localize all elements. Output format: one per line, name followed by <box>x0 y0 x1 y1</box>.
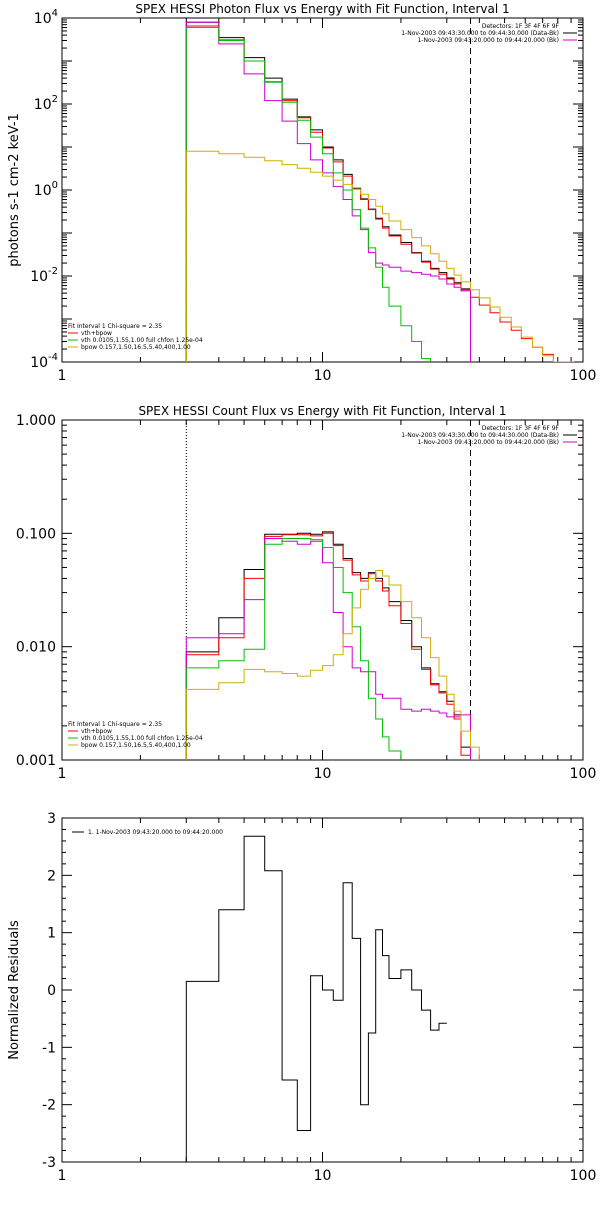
series-line-3 <box>185 538 402 760</box>
legend-top-entry: 1. 1-Nov-2003 09:43:20.000 to 09:44:20.0… <box>88 829 223 836</box>
series-line-2 <box>185 21 471 362</box>
y-axis-label: Normalized Residuals <box>7 920 22 1060</box>
y-tick-label: -2 <box>42 1098 56 1114</box>
x-tick-label: 10 <box>314 1168 332 1184</box>
y-tick-label: 10-2 <box>30 266 58 285</box>
legend-top-entry: 1-Nov-2003 09:43:20.000 to 09:44:20.000 … <box>417 37 559 44</box>
x-tick-label: 100 <box>570 766 597 782</box>
fit-legend-header: Fit Interval 1 Chi-square = 2.35 <box>68 721 162 728</box>
x-tick-label: 100 <box>570 368 597 384</box>
y-tick-label: 102 <box>34 94 58 113</box>
y-tick-label: 1 <box>47 926 56 942</box>
y-tick-label: 0 <box>47 983 56 999</box>
y-tick-label: -3 <box>42 1155 56 1171</box>
legend-top-entry: Detectors: 1F 3F 4F 6F 9F <box>482 425 560 432</box>
chart-title: SPEX HESSI Photon Flux vs Energy with Fi… <box>135 2 509 16</box>
y-tick-label: 1.000 <box>16 413 56 429</box>
fit-legend-entry: vth 0.0105,1.55,1.00 full chfon 1.25e-04 <box>81 735 203 742</box>
x-tick-label: 10 <box>314 766 332 782</box>
series-line-3 <box>185 27 432 362</box>
y-tick-label: 100 <box>34 180 58 199</box>
y-tick-label: 0.100 <box>16 526 56 542</box>
series-line-0 <box>185 531 471 760</box>
legend-top-entry: 1-Nov-2003 09:43:30.000 to 09:44:30.000 … <box>401 432 559 439</box>
y-tick-label: 2 <box>47 868 56 884</box>
plot-frame <box>61 17 584 363</box>
fit-legend-entry: vth 0.0105,1.55,1.00 full chfon 1.25e-04 <box>81 337 203 344</box>
y-axis-label: photons s-1 cm-2 keV-1 <box>7 113 22 267</box>
panel-3: 1 10 100 -3 -2 -1 0 1 2 3 Normalized Residuals 1. 1… <box>7 811 596 1184</box>
series-line-0 <box>185 835 447 1162</box>
y-tick-label: 0.010 <box>16 640 56 656</box>
series-line-4 <box>185 150 575 362</box>
fit-legend-entry: vth+bpow <box>81 330 112 337</box>
x-tick-label: 1 <box>58 368 67 384</box>
x-tick-label: 10 <box>314 368 332 384</box>
x-tick-label: 1 <box>58 766 67 782</box>
fit-legend-entry: bpow 0.157,1.50,16.5,5.40,400,1.00 <box>81 742 191 749</box>
series-line-0 <box>185 21 471 362</box>
y-tick-label: 10-4 <box>30 352 58 371</box>
panel-1: 1 10 100 10-4 10-2 100 102 104 SPEX HESSI Photon… <box>7 2 596 384</box>
y-tick-label: -1 <box>42 1040 56 1056</box>
legend-top-entry: 1-Nov-2003 09:43:20.000 to 09:44:20.000 … <box>417 439 559 446</box>
fit-legend-header: Fit Interval 1 Chi-square = 2.35 <box>68 323 162 330</box>
y-tick-label: 3 <box>47 811 56 827</box>
fit-legend-entry: bpow 0.157,1.50,16.5,5.40,400,1.00 <box>81 344 191 351</box>
x-tick-label: 100 <box>570 1168 597 1184</box>
x-tick-label: 1 <box>58 1168 67 1184</box>
legend-top-entry: 1-Nov-2003 09:43:30.000 to 09:44:30.000 … <box>401 30 559 37</box>
chart-title: SPEX HESSI Count Flux vs Energy with Fit… <box>138 404 506 418</box>
y-tick-label: 0.001 <box>16 753 56 769</box>
legend-top-entry: Detectors: 1F 3F 4F 6F 9F <box>482 23 560 30</box>
series-line-1 <box>185 25 575 362</box>
panel-2: 1 10 100 0.001 0.010 0.100 1.000 SPEX HESSI Cou… <box>16 404 596 782</box>
fit-legend-entry: vth+bpow <box>81 728 112 735</box>
y-tick-label: 104 <box>34 8 58 27</box>
series-line-4 <box>185 570 480 760</box>
plot-frame <box>61 419 584 761</box>
series-line-2 <box>185 538 471 760</box>
